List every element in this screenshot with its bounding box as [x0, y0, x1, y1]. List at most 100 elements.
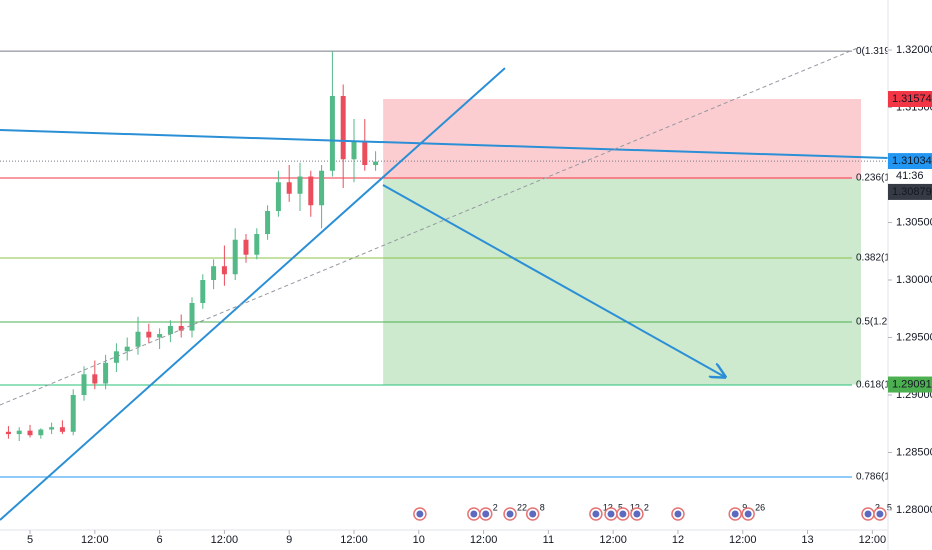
event-count: 22 [517, 502, 527, 512]
y-tick-label: 1.28000 [896, 504, 932, 516]
event-icon-inner [416, 510, 424, 518]
candle-body [211, 266, 217, 281]
fib-label: 0.618(1. [856, 380, 893, 391]
x-tick-label: 12:00 [729, 534, 757, 546]
event-icon-inner [876, 510, 884, 518]
candle-body [38, 429, 44, 436]
x-tick-label: 12:00 [859, 534, 887, 546]
candle-body [275, 182, 281, 212]
x-tick-label: 6 [157, 534, 163, 546]
target-tag [888, 376, 932, 393]
candle-body [81, 374, 87, 395]
target-tag-label: 1.29091 [892, 378, 932, 390]
stop-tag-label: 1.31574 [892, 93, 932, 105]
fib-label: 0.382(1. [856, 253, 893, 264]
event-count: 12 [630, 502, 640, 512]
candle-body [221, 266, 227, 275]
x-tick-label: 11 [543, 534, 554, 546]
y-tick-label: 1.30000 [896, 274, 932, 286]
candle-body [351, 142, 357, 160]
x-tick-label: 5 [27, 534, 33, 546]
trend-line [0, 129, 888, 159]
candle-body [167, 326, 173, 335]
candle-body [297, 176, 303, 194]
event-icon-inner [674, 510, 682, 518]
last-price-tag [888, 153, 932, 170]
y-tick-label: 1.32000 [896, 44, 932, 56]
y-tick-label: 1.29500 [896, 331, 932, 343]
candle-body [59, 427, 65, 432]
event-icon-inner [529, 510, 537, 518]
candle-body [362, 142, 368, 166]
entry-tag [888, 183, 932, 200]
event-count: 2 [644, 502, 649, 512]
event-icon-inner [619, 510, 627, 518]
event-icon-inner [482, 510, 490, 518]
candle-body [329, 96, 335, 171]
countdown-bg [888, 169, 932, 184]
event-icon-inner [470, 510, 478, 518]
event-count: 9 [742, 502, 747, 512]
event-icon-inner [633, 510, 641, 518]
candle-body [200, 280, 206, 304]
x-tick-label: 12:00 [599, 534, 627, 546]
candle-body [103, 362, 109, 384]
candle-body [124, 346, 130, 352]
candle-body [232, 239, 238, 275]
event-icon-inner [744, 510, 752, 518]
candle-body [70, 394, 76, 432]
axes: 2 22 8 13 5 12 2 9 26 3 51.320001.315001.305001.30… [27, 44, 932, 546]
fib-label: 0.786(1. [856, 472, 893, 483]
candle-body [49, 427, 55, 430]
candle-body [373, 161, 379, 166]
candle-body [319, 170, 325, 206]
candle-body [135, 331, 141, 347]
event-count: 2 [493, 502, 498, 512]
candle-body [146, 331, 152, 338]
event-icon-inner [864, 510, 872, 518]
event-count: 13 [603, 502, 613, 512]
candle-body [308, 176, 314, 206]
event-count: 5 [618, 502, 623, 512]
event-icon-inner [607, 510, 615, 518]
candle-body [265, 211, 271, 235]
candle-body [5, 431, 11, 435]
event-count: 26 [755, 502, 765, 512]
event-icon-inner [731, 510, 739, 518]
event-count: 3 [875, 502, 880, 512]
candle-body [254, 234, 260, 255]
target-zone [383, 178, 862, 385]
entry-tag-label: 1.30879 [892, 186, 932, 198]
candle-body [157, 334, 163, 338]
event-count: 5 [887, 502, 892, 512]
candle-body [243, 239, 249, 255]
plot-area: 0(1.3199 0.236(1. 0.382(1. 0.5(1.29 0.618(1.… [0, 46, 896, 521]
x-tick-label: 12 [672, 534, 684, 546]
x-tick-label: 12:00 [211, 534, 239, 546]
event-icon-inner [592, 510, 600, 518]
stop-tag [888, 91, 932, 108]
candle-body [340, 96, 346, 160]
stop-zone [383, 99, 862, 179]
x-tick-label: 12:00 [340, 534, 368, 546]
y-tick-label: 1.28500 [896, 446, 932, 458]
x-tick-label: 9 [286, 534, 292, 546]
event-icon-inner [506, 510, 514, 518]
event-count: 8 [540, 502, 545, 512]
fib-label: 0(1.3199 [856, 46, 896, 57]
candle-body [286, 182, 292, 194]
x-tick-label: 12:00 [470, 534, 498, 546]
trend-line [0, 46, 861, 406]
arrow-line [382, 184, 725, 377]
candle-body [27, 430, 33, 436]
x-tick-label: 12:00 [81, 534, 109, 546]
candle-body [16, 430, 22, 435]
candle-body [189, 303, 195, 331]
x-tick-label: 13 [801, 534, 813, 546]
y-tick-label: 1.30500 [896, 216, 932, 228]
fib-label: 0.236(1. [856, 173, 893, 184]
countdown: 41:36 [896, 170, 924, 182]
fib-label: 0.5(1.29 [856, 317, 893, 328]
